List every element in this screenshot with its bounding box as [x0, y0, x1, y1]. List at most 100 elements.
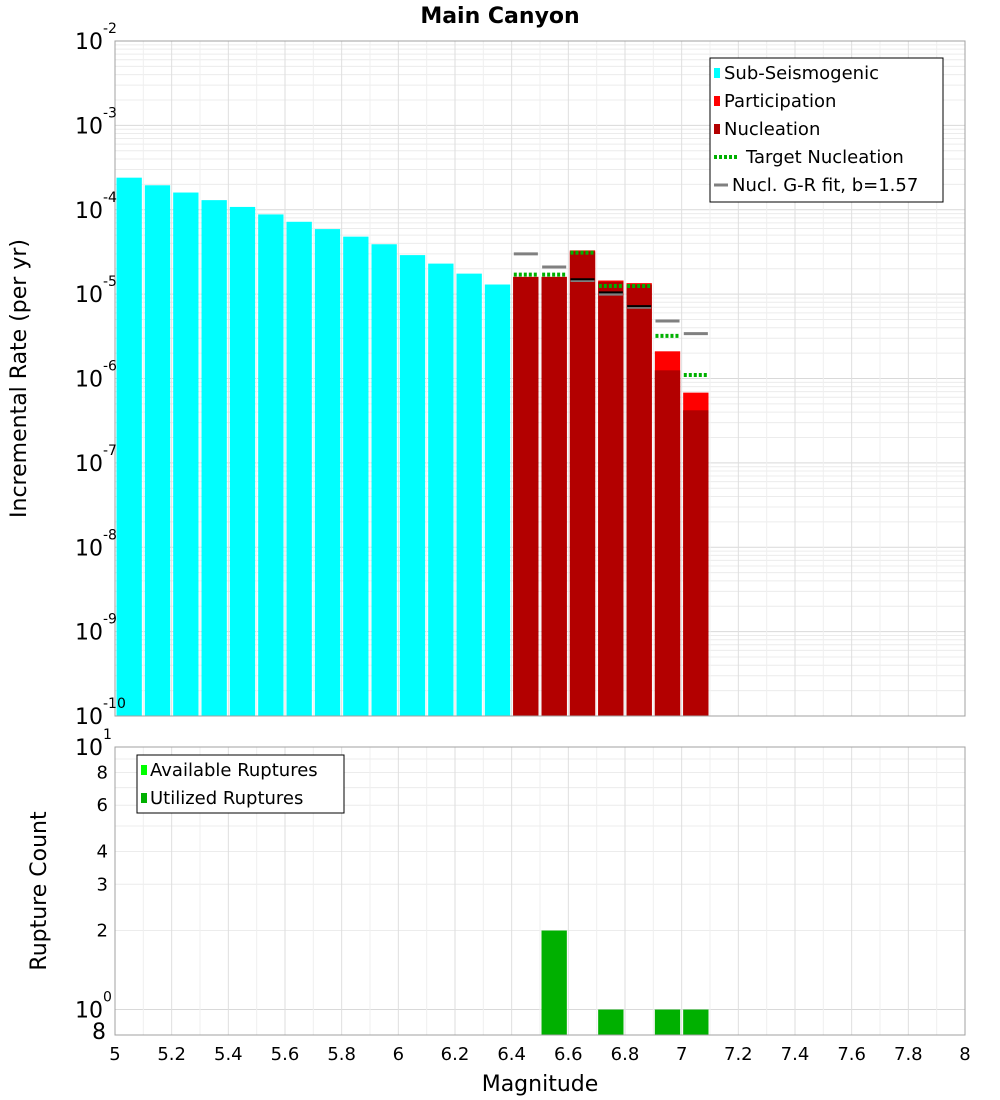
- x-tick-label: 7.6: [837, 1044, 866, 1065]
- rate-y-tick-base: 10: [75, 452, 103, 477]
- x-tick-label: 6.2: [441, 1044, 470, 1065]
- x-tick-label: 8: [959, 1044, 970, 1065]
- x-tick-label: 7: [676, 1044, 687, 1065]
- rate-y-tick-label: 10-4: [75, 190, 117, 224]
- rate-y-tick-base: 10: [75, 368, 103, 393]
- sub-seismogenic-bar: [116, 177, 142, 716]
- rate-y-tick-exponent: -3: [103, 105, 117, 121]
- magnitude-x-ticks: 5 5.2 5.4 5.6 5.8 6 6.2 6.4 6.6 6.8 7 7.2 7.4 7.6 7.8 8: [109, 1044, 970, 1065]
- nucleation-bar: [541, 276, 567, 716]
- x-tick-label: 5.6: [271, 1044, 300, 1065]
- count-y-tick-base: 10: [75, 736, 103, 761]
- count-legend-box: [136, 754, 345, 814]
- sub-seismogenic-bar: [258, 214, 284, 717]
- count-y-minor-tick-label: 3: [97, 874, 108, 895]
- rate-y-tick-base: 10: [75, 283, 103, 308]
- chart-title: Main Canyon: [420, 4, 579, 29]
- legend-label: Utilized Ruptures: [150, 788, 303, 809]
- count-plot-frame: [114, 746, 966, 1036]
- rate-line-markers: [513, 250, 708, 378]
- count-legend-entry: Available Ruptures: [141, 760, 318, 781]
- rate-legend: Sub-Seismogenic Participation Nucleation Ta…: [709, 57, 944, 203]
- sub-seismogenic-bar: [343, 236, 369, 716]
- legend-swatch: [714, 124, 720, 134]
- x-tick-label: 7.2: [724, 1044, 753, 1065]
- x-tick-label: 7.8: [894, 1044, 923, 1065]
- rate-y-tick-base: 10: [75, 30, 103, 55]
- legend-label: Participation: [724, 91, 836, 112]
- count-y-minor-tick-label: 2: [97, 921, 108, 942]
- rate-y-tick-exponent: -10: [103, 696, 126, 712]
- nucleation-bar: [654, 370, 681, 716]
- sub-seismogenic-bar: [144, 185, 171, 717]
- x-tick-label: 6.6: [554, 1044, 583, 1065]
- legend-swatch: [714, 96, 720, 106]
- rate-y-tick-base: 10: [75, 705, 103, 730]
- x-tick-label: 6.4: [497, 1044, 526, 1065]
- count-y-tick-exponent: 1: [103, 727, 112, 743]
- count-y-axis-label: Rupture Count: [27, 811, 52, 971]
- rate-y-tick-base: 10: [75, 621, 103, 646]
- sub-seismogenic-bar: [314, 229, 341, 717]
- rate-y-tick-exponent: -8: [103, 527, 117, 543]
- count-y-tick-base: 10: [75, 999, 103, 1024]
- sub-seismogenic-bar: [456, 273, 482, 716]
- utilized-ruptures-bar: [541, 930, 567, 1035]
- rate-bars: [116, 177, 709, 717]
- count-bars: [541, 930, 709, 1035]
- nucleation-bar: [683, 410, 709, 716]
- count-y-tick-label: 100: [75, 990, 112, 1024]
- nucleation-bar: [513, 276, 539, 716]
- rate-y-axis-label: Incremental Rate (per yr): [7, 239, 32, 518]
- rate-y-tick-label: 10-3: [75, 105, 117, 139]
- count-y-minor-tick-label: 6: [97, 795, 108, 816]
- rate-legend-entry: Sub-Seismogenic: [714, 63, 879, 84]
- rate-y-tick-exponent: -7: [103, 443, 117, 459]
- legend-label: Sub-Seismogenic: [724, 63, 879, 84]
- rate-y-tick-label: 10-6: [75, 359, 117, 393]
- count-y-minor-tick-label: 8: [97, 762, 108, 783]
- rate-y-tick-label: 10-5: [75, 274, 117, 308]
- count-legend-entry: Utilized Ruptures: [141, 788, 303, 809]
- x-tick-label: 5: [109, 1044, 120, 1065]
- count-legend: Available Ruptures Utilized Ruptures: [136, 754, 345, 814]
- rate-y-tick-exponent: -6: [103, 359, 117, 375]
- count-y-minor-tick-label: 8: [92, 1020, 106, 1045]
- x-axis-label: Magnitude: [482, 1072, 599, 1097]
- rate-y-tick-base: 10: [75, 199, 103, 224]
- count-y-minor-tick-label: 4: [97, 841, 108, 862]
- sub-seismogenic-bar: [286, 221, 312, 716]
- utilized-ruptures-bar: [683, 1009, 709, 1035]
- nucleation-bar: [598, 281, 624, 716]
- rate-y-tick-exponent: -2: [103, 21, 117, 37]
- sub-seismogenic-bar: [201, 200, 227, 716]
- rate-y-tick-exponent: -5: [103, 274, 117, 290]
- count-y-tick-exponent: 0: [103, 990, 112, 1006]
- legend-swatch: [141, 793, 147, 803]
- rate-legend-entry: Nucleation: [714, 119, 820, 140]
- sub-seismogenic-bar: [173, 192, 199, 717]
- rate-legend-entry: Nucl. G-R fit, b=1.57: [714, 175, 918, 196]
- x-tick-label: 5.2: [157, 1044, 186, 1065]
- utilized-ruptures-bar: [598, 1009, 624, 1035]
- rate-y-tick-label: 10-10: [75, 696, 126, 730]
- x-tick-label: 5.8: [327, 1044, 356, 1065]
- rate-plot-frame: [114, 40, 966, 717]
- rate-legend-box: [709, 57, 944, 203]
- legend-swatch: [714, 68, 720, 78]
- rate-panel: 10-210-310-410-510-610-710-810-910-10 Ma…: [7, 4, 966, 730]
- sub-seismogenic-bar: [484, 284, 511, 716]
- rate-y-tick-base: 10: [75, 536, 103, 561]
- rate-y-ticks: 10-210-310-410-510-610-710-810-910-10: [75, 21, 126, 730]
- rate-y-tick-label: 10-7: [75, 443, 117, 477]
- x-tick-label: 5.4: [214, 1044, 243, 1065]
- legend-label: Nucl. G-R fit, b=1.57: [732, 175, 918, 196]
- sub-seismogenic-bar: [428, 263, 454, 716]
- x-tick-label: 7.4: [781, 1044, 810, 1065]
- nucleation-bar: [626, 284, 652, 716]
- utilized-ruptures-bar: [654, 1009, 681, 1035]
- sub-seismogenic-bar: [229, 206, 256, 716]
